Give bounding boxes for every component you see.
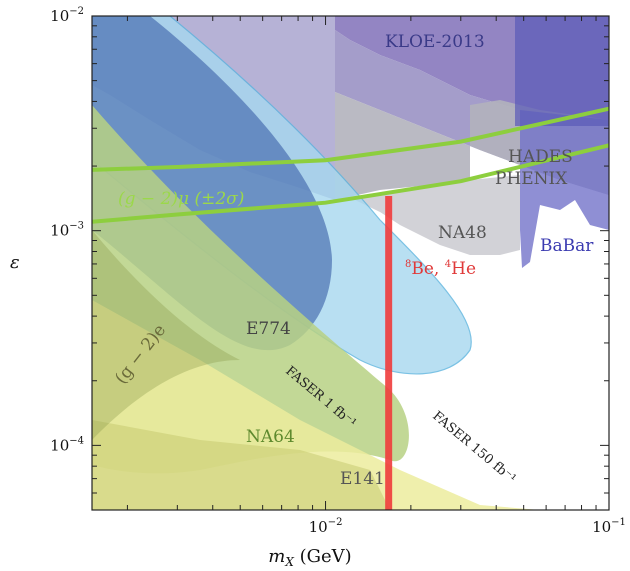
region-na48: [355, 175, 520, 255]
y-tick-label: 10−4: [50, 435, 84, 454]
be8-el1: Be,: [411, 259, 444, 279]
label-e774: E774: [246, 319, 291, 339]
be8-el2: He: [451, 259, 476, 279]
label-hades: HADES: [508, 147, 573, 167]
y-tick-exp: −3: [69, 221, 84, 232]
be8-sup1: 8: [405, 259, 411, 270]
x-tick-base: 10: [592, 518, 611, 536]
label-phenix: PHENIX: [495, 169, 568, 189]
y-tick-base: 10: [50, 7, 69, 25]
g2mu-band: [92, 106, 609, 224]
label-kloe: KLOE-2013: [385, 32, 485, 52]
label-na64: NA64: [246, 427, 295, 447]
y-tick-base: 10: [50, 222, 69, 240]
y-tick-label: 10−3: [50, 221, 84, 240]
x-tick-exp: −1: [611, 517, 626, 528]
x-tick-exp: −2: [328, 517, 343, 528]
x-axis-sub: X: [284, 555, 294, 569]
regions-layer: [92, 16, 609, 510]
plot-frame: [91, 15, 610, 511]
ticks-layer: 10−2 10−110−410−310−2: [50, 6, 626, 536]
y-tick-label: 10−2: [50, 6, 84, 25]
region-e141: [92, 420, 390, 510]
g2mu-upper-line: [92, 106, 609, 172]
region-kloe-band: [515, 16, 609, 126]
y-axis-title: ε: [10, 252, 20, 273]
x-tick-base: 10: [309, 518, 328, 536]
y-tick-exp: −2: [69, 6, 84, 17]
label-be8: 8Be, 4He: [405, 259, 476, 279]
label-babar: BaBar: [540, 236, 594, 256]
g2mu-lower-line: [92, 143, 609, 224]
y-tick-exp: −4: [69, 435, 84, 446]
x-axis-main: m: [268, 546, 285, 567]
x-axis-unit: (GeV): [294, 546, 352, 567]
x-tick-label: 10−2: [309, 517, 343, 536]
x-axis-title: mX (GeV): [268, 546, 351, 569]
region-g2e: [92, 230, 240, 440]
label-e141: E141: [340, 469, 385, 489]
x-tick-label: 10−1: [592, 517, 626, 536]
label-g2mu: (g − 2)μ (±2σ): [118, 189, 244, 209]
label-na48: NA48: [438, 223, 487, 243]
y-tick-base: 10: [50, 436, 69, 454]
be8-sup2: 4: [445, 259, 451, 270]
